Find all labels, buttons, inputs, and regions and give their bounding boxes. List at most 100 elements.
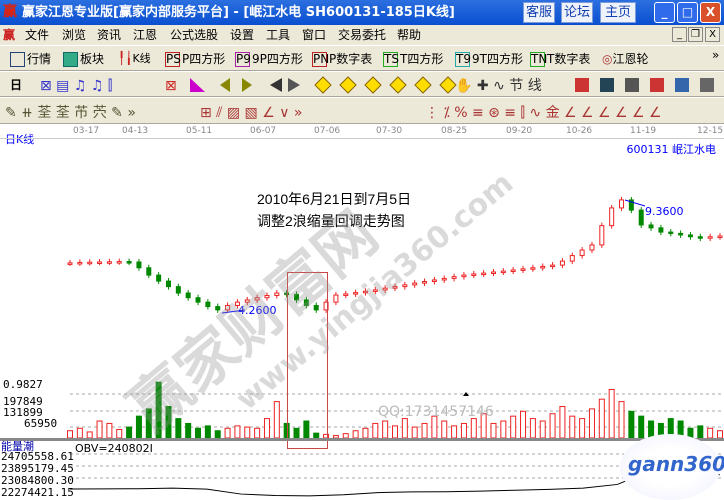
menu-news[interactable]: 资讯	[97, 28, 122, 42]
candle	[697, 236, 703, 239]
candle	[412, 282, 418, 286]
volume-bar	[598, 398, 605, 439]
candle	[303, 299, 309, 306]
title-bar: 赢 赢家江恩专业版[赢家内部服务平台] - [岷江水电 SH600131-185…	[0, 0, 724, 25]
annotation-line2: 调整2浪缩量回调走势图	[257, 213, 405, 229]
volume-bar	[608, 388, 615, 439]
volume-bar	[451, 425, 458, 439]
mdi-minimize[interactable]: _	[672, 27, 687, 42]
nav-icons[interactable]: ⊠ ▤ ♫ ♫ ⫿ ⊠ ✋ ✚ ∿ 节 线	[40, 76, 720, 94]
candle	[106, 261, 112, 264]
candle	[550, 264, 556, 268]
date-tick: 08-25	[441, 126, 468, 136]
svg-text:✋ ✚ ∿ 节 线: ✋ ✚ ∿ 节 线	[455, 77, 542, 94]
volume-marker	[463, 392, 469, 396]
toolbar-more[interactable]: »	[712, 48, 720, 62]
candle	[589, 244, 595, 251]
drawing-icons[interactable]: ✎ ⧺ 荃 荃 芇 茓 ✎ » ⊞ ⫽ ▨ ▧ ∠ ∨ » ⋮ ⁒ % ≡ ⊛ …	[5, 103, 720, 121]
volume-bar	[106, 422, 113, 439]
quotes-button[interactable]: 行情	[10, 50, 51, 67]
candle	[215, 306, 221, 311]
gann360-logo: gann360	[620, 434, 724, 500]
menu-gann[interactable]: 江恩	[133, 28, 158, 42]
panel-divider[interactable]	[0, 438, 724, 441]
candle	[530, 267, 536, 270]
menu-formula[interactable]: 公式选股	[170, 28, 219, 42]
volume-bar	[303, 420, 310, 439]
service-button[interactable]: 客服	[523, 2, 555, 23]
menu-trade[interactable]: 交易委托	[338, 28, 387, 42]
grid-icon	[63, 52, 78, 67]
maximize-button[interactable]: □	[677, 2, 698, 23]
candle	[422, 281, 428, 284]
candle	[510, 269, 516, 272]
mdi-close[interactable]: X	[705, 27, 720, 42]
home-button[interactable]: 主页	[600, 2, 636, 23]
9t-square-button[interactable]: T99T四方形	[455, 52, 523, 67]
main-toolbar: 行情 板块 ╿╽K线 PSP四方形 P99P四方形 PNP数字表 TST四方形 …	[0, 45, 724, 71]
mdi-restore[interactable]: ❐	[688, 27, 703, 42]
volume-bar	[382, 420, 389, 439]
candle	[559, 260, 565, 266]
date-tick: 07-06	[314, 126, 341, 136]
candle	[195, 297, 201, 303]
volume-bar	[470, 418, 477, 439]
kline-button[interactable]: ╿╽K线	[118, 51, 151, 65]
candle	[372, 289, 378, 292]
volume-bar	[579, 418, 586, 439]
menu-settings[interactable]: 设置	[230, 28, 255, 42]
candle	[116, 261, 122, 264]
candle	[609, 207, 615, 227]
volume-bar	[697, 425, 704, 439]
volume-tick-0: 0.9827	[3, 378, 43, 391]
menu-window[interactable]: 窗口	[302, 28, 327, 42]
volume-bar	[421, 422, 428, 439]
nav-toolbar: 日 ⊠ ▤ ♫ ♫ ⫿ ⊠ ✋ ✚ ∿ 节 线	[0, 71, 724, 97]
chart-area[interactable]: 03-17 04-13 05-11 06-07 07-06 07-30 08-25 09-20…	[0, 124, 724, 500]
candle	[648, 224, 654, 229]
volume-bar	[549, 413, 556, 439]
candle	[599, 225, 605, 246]
volume-tick-2: 131899	[3, 406, 43, 419]
low-label: 4.2600	[238, 304, 277, 317]
close-button[interactable]: X	[700, 2, 721, 23]
candles-icon: ╿╽	[118, 51, 133, 65]
candle	[165, 280, 171, 288]
sectors-button[interactable]: 板块	[63, 50, 104, 67]
candle	[126, 261, 132, 264]
menu-help[interactable]: 帮助	[397, 28, 422, 42]
t-square-button[interactable]: TST四方形	[383, 52, 444, 67]
volume-bar	[76, 427, 83, 439]
volume-tick-1: 197849	[3, 395, 43, 408]
volume-bar	[559, 405, 566, 439]
forum-button[interactable]: 论坛	[561, 2, 593, 23]
date-tick: 09-20	[506, 126, 533, 136]
volume-bar	[539, 420, 546, 439]
volume-bar	[628, 410, 635, 439]
volume-bar	[520, 410, 527, 439]
candle	[461, 274, 467, 278]
date-tick: 04-13	[122, 126, 149, 136]
candle	[402, 284, 408, 288]
obv-tick-1: 23895179.45	[1, 462, 74, 475]
candle	[156, 274, 162, 282]
candle	[628, 199, 634, 211]
app-logo: 赢	[3, 4, 17, 20]
9p-square-button[interactable]: P99P四方形	[235, 52, 303, 67]
svg-text:⊠: ⊠	[165, 78, 177, 94]
t-number-button[interactable]: TNT数字表	[530, 52, 591, 67]
p-number-button[interactable]: PNP数字表	[312, 52, 373, 67]
qq-watermark: QQ:1731457146	[378, 404, 494, 420]
menu-file[interactable]: 文件	[25, 28, 50, 42]
svg-text:✎ ⧺ 荃 荃 芇 茓 ✎ »: ✎ ⧺ 荃 荃 芇 茓 ✎ »	[5, 104, 136, 121]
menu-tools[interactable]: 工具	[266, 28, 291, 42]
candle	[658, 227, 664, 233]
volume-bar	[116, 429, 123, 439]
p-square-button[interactable]: PSP四方形	[165, 52, 226, 67]
period-dropdown[interactable]: 日	[10, 78, 23, 92]
period-label: 日K线	[5, 133, 35, 146]
gann-wheel-button[interactable]: ◎江恩轮	[602, 52, 649, 66]
candle	[579, 249, 585, 257]
minimize-button[interactable]: _	[654, 2, 675, 23]
menu-browse[interactable]: 浏览	[62, 28, 87, 42]
